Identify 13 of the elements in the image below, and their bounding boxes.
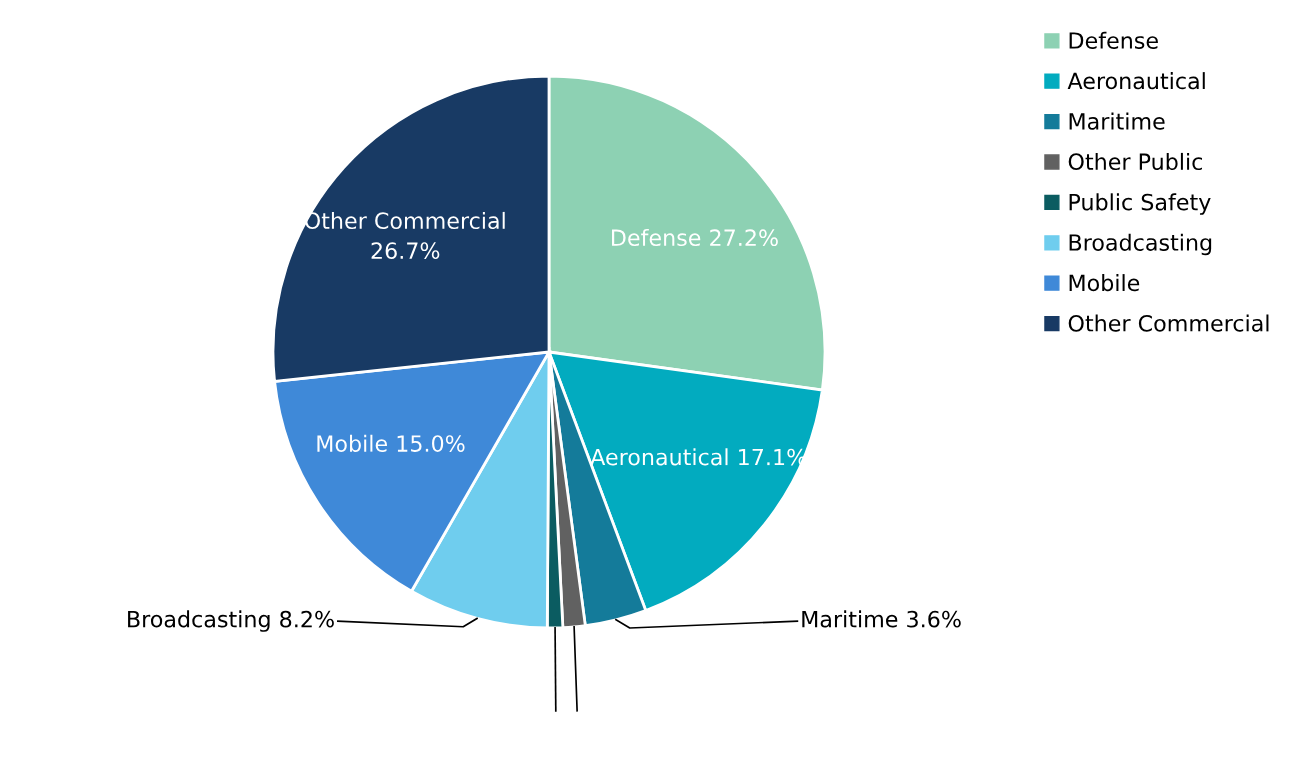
legend-label: Aeronautical xyxy=(1067,72,1205,90)
legend-label: Defense xyxy=(1069,31,1158,49)
legend-label: Broadcasting xyxy=(1069,233,1212,256)
legend-label: Other Public xyxy=(1068,152,1203,171)
category-label: Broadcasting 8.2% xyxy=(128,610,334,632)
category-label: Maritime 3.6% xyxy=(802,610,961,628)
data-label: 26.7% xyxy=(371,242,440,260)
category-label: Defense 27.2% xyxy=(612,228,778,247)
legend-label: Public Safety xyxy=(1069,193,1211,215)
legend-label: Maritime xyxy=(1069,112,1165,130)
legend-label: Mobile xyxy=(1069,274,1140,292)
category-label: Mobile 15.0% xyxy=(317,434,465,452)
legend-label: Other Commercial xyxy=(1068,314,1269,332)
